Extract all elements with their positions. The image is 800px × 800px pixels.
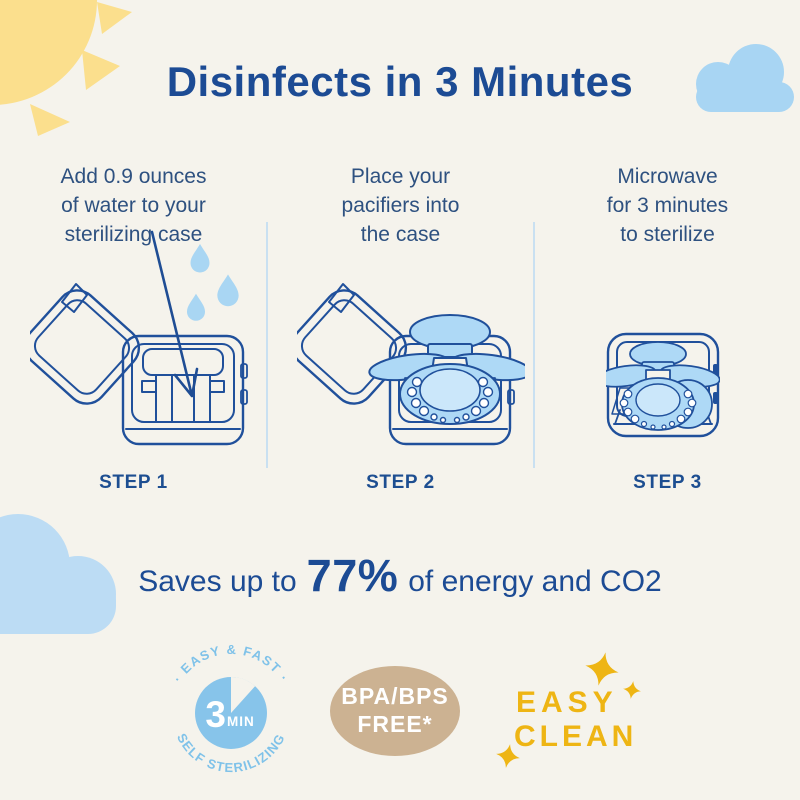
step-1-label: STEP 1 <box>99 472 168 493</box>
water-drops-icon <box>150 230 239 398</box>
sterilizer-case-open-pacifier-icon <box>297 283 525 446</box>
timer-badge: · EASY & FAST · SELF STERILIZING 3 MIN <box>170 642 291 775</box>
page-title: Disinfects in 3 Minutes <box>166 58 634 105</box>
savings-percentage: 77% <box>306 550 399 601</box>
easy-clean-badge: EASY CLEAN <box>488 636 698 796</box>
sterilizer-case-closed-pacifier-icon <box>606 332 720 438</box>
bpa-free-line2: FREE* <box>357 711 433 737</box>
bpa-free-line1: BPA/BPS <box>341 683 449 710</box>
step-3-description: Microwave for 3 minutes to sterilize <box>606 165 729 246</box>
arrow-down-icon <box>150 230 199 398</box>
step-2-label: STEP 2 <box>366 472 435 493</box>
savings-prefix: Saves up to <box>138 565 297 598</box>
easy-clean-line2: CLEAN <box>514 720 638 753</box>
timer-badge-number: 3 <box>205 694 226 735</box>
savings-headline: Saves up to 77% of energy and CO2 <box>0 550 800 602</box>
cloud-icon <box>696 44 794 112</box>
easy-clean-line1: EASY <box>516 686 618 719</box>
timer-badge-unit: MIN <box>227 714 255 729</box>
column-divider <box>533 222 535 468</box>
sterilizer-case-open-empty-icon <box>30 283 248 446</box>
step-1-description: Add 0.9 ounces of water to your steriliz… <box>60 165 207 246</box>
savings-suffix: of energy and CO2 <box>408 565 662 598</box>
step-2-description: Place your pacifiers into the case <box>341 165 460 246</box>
column-divider <box>266 222 268 468</box>
pacifier-illustration <box>606 341 720 431</box>
cloud-icon <box>0 514 116 634</box>
step-3-label: STEP 3 <box>633 472 702 493</box>
bpa-free-badge: BPA/BPS FREE* <box>330 666 460 756</box>
pacifier-illustration <box>368 314 525 425</box>
sparkles-icon <box>496 652 641 768</box>
sun-icon <box>0 0 132 136</box>
